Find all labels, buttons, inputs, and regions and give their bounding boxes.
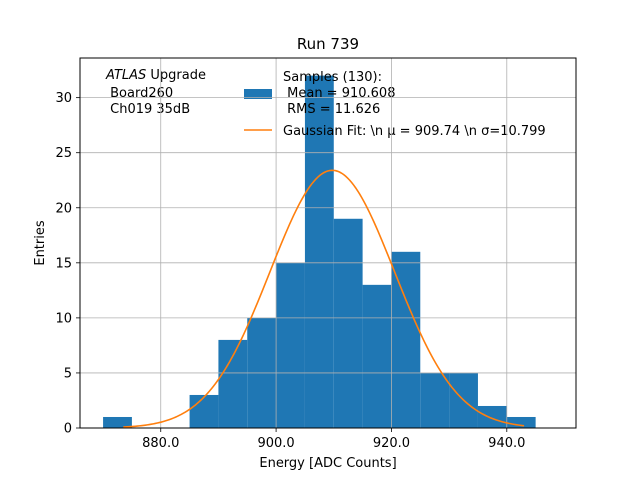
histogram-bar xyxy=(391,251,421,428)
legend-histogram-swatch xyxy=(244,89,272,99)
y-tick-label: 25 xyxy=(55,146,72,161)
histogram-bar xyxy=(304,75,334,428)
y-tick-label: 0 xyxy=(64,422,72,437)
x-tick-label: 940.0 xyxy=(488,436,525,451)
y-axis-label: Entries xyxy=(33,220,48,266)
y-tick-label: 20 xyxy=(55,201,72,216)
chart-title: Run 739 xyxy=(297,35,359,53)
x-ticks: 880.0 900.0 920.0 940.0 xyxy=(142,428,525,451)
histogram-bar xyxy=(506,416,536,428)
histogram-bar xyxy=(218,339,248,428)
channel-label: Ch019 35dB xyxy=(106,102,190,117)
x-tick-label: 920.0 xyxy=(373,436,410,451)
x-tick-label: 900.0 xyxy=(257,436,294,451)
histogram-bar xyxy=(477,405,507,428)
x-axis-label: Energy [ADC Counts] xyxy=(259,456,396,471)
gaussian-fit xyxy=(123,169,525,428)
legend-samples-label: Samples (130): xyxy=(283,70,382,85)
histogram-bars xyxy=(103,75,536,428)
y-tick-label: 15 xyxy=(55,256,72,271)
legend-rms-label: RMS = 11.626 xyxy=(283,102,380,117)
x-tick-label: 880.0 xyxy=(142,436,179,451)
atlas-label-line: ATLAS Upgrade xyxy=(105,68,206,83)
histogram-bar xyxy=(276,262,305,428)
legend-mean-label: Mean = 910.608 xyxy=(283,86,395,101)
grid xyxy=(80,58,576,429)
y-tick-label: 10 xyxy=(55,311,72,326)
histogram-bar xyxy=(189,394,219,428)
y-tick-label: 5 xyxy=(64,366,72,381)
board-label: Board260 xyxy=(106,86,173,101)
legend-fit-label: Gaussian Fit: \n μ = 909.74 \n σ=10.799 xyxy=(283,124,546,139)
histogram-bar xyxy=(362,284,392,428)
histogram-bar xyxy=(420,372,450,428)
histogram-bar xyxy=(103,416,132,428)
gaussian-fit-line xyxy=(123,169,525,428)
atlas-suffix: Upgrade xyxy=(146,68,206,83)
histogram-bar xyxy=(333,218,363,428)
y-tick-label: 30 xyxy=(55,91,72,106)
axes-frame xyxy=(79,57,577,429)
atlas-label: ATLAS xyxy=(105,68,146,83)
y-ticks: 0 5 10 15 20 25 30 xyxy=(55,91,80,437)
